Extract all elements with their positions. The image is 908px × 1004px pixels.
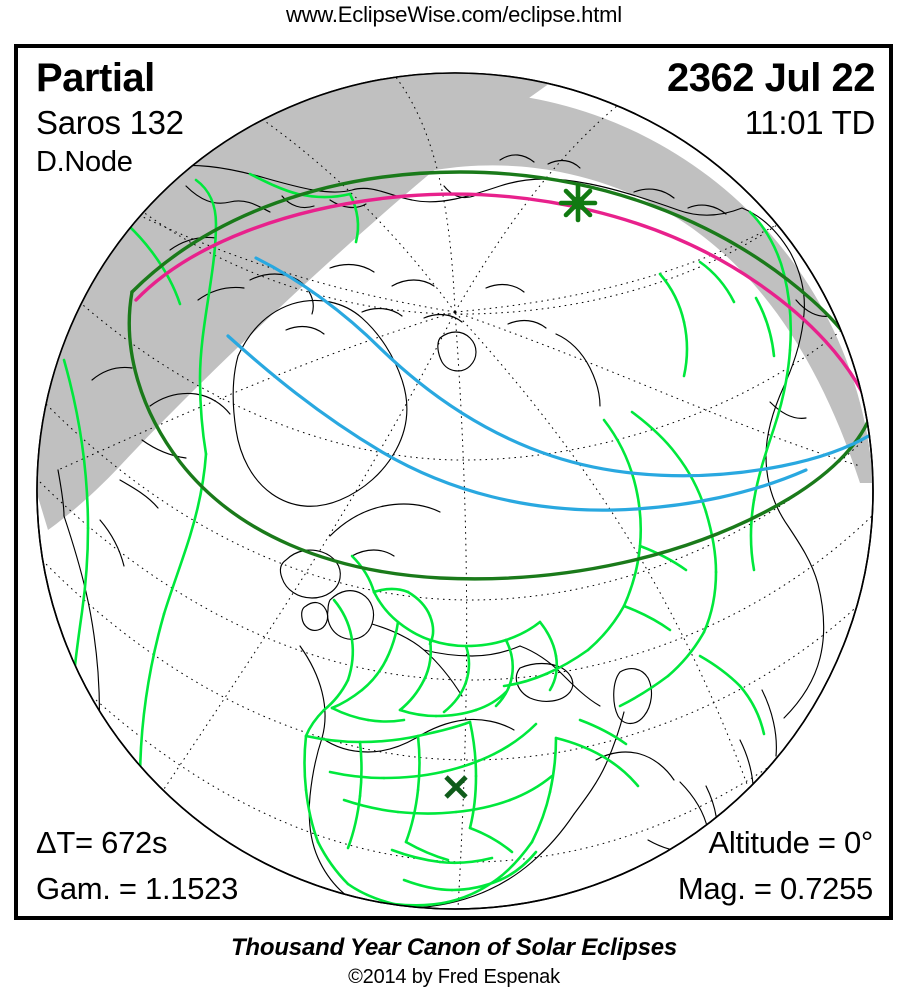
- sunrise-sunset-curves: [226, 256, 873, 512]
- magnitude-label: Mag. = 0.7255: [677, 871, 873, 906]
- node-label: D.Node: [36, 146, 133, 178]
- greatest-eclipse-marker: [558, 183, 598, 223]
- altitude-label: Altitude = 0°: [708, 825, 874, 860]
- eclipse-limit-curves: [127, 170, 873, 581]
- maximum-eclipse-curve: [134, 192, 868, 402]
- coastlines: [57, 154, 831, 909]
- canon-title-caption: Thousand Year Canon of Solar Eclipses: [230, 934, 678, 961]
- delta-t-label: ΔT= 672s: [36, 825, 168, 860]
- globe-stage: [18, 48, 889, 916]
- northern-limit-curve: [130, 170, 873, 386]
- southern-limit-curve: [127, 290, 873, 581]
- copyright-caption: ©2014 by Fred Espenak: [348, 966, 560, 988]
- map-frame: Partial Saros 132 D.Node 2362 Jul 22 11:…: [14, 44, 893, 920]
- saros-label: Saros 132: [36, 104, 184, 141]
- eclipse-type-label: Partial: [36, 56, 155, 100]
- globe-map: [36, 72, 874, 910]
- source-url-label: www.EclipseWise.com/eclipse.html: [286, 2, 622, 27]
- graticule-parallels: [39, 195, 873, 863]
- gamma-label: Gam. = 1.1523: [36, 871, 239, 906]
- eclipse-time-label: 11:01 TD: [744, 104, 876, 141]
- eclipse-date-label: 2362 Jul 22: [667, 56, 876, 100]
- subsolar-point-marker: [444, 775, 468, 799]
